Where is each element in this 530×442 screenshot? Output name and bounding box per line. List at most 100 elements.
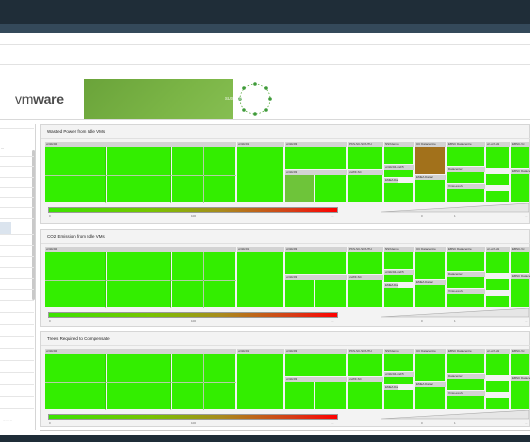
treemap-cell[interactable] <box>172 281 203 307</box>
treemap-cell[interactable] <box>315 175 346 202</box>
treemap-cell[interactable] <box>415 252 445 279</box>
treemap-cell[interactable] <box>447 147 484 166</box>
treemap-cell[interactable] <box>384 170 413 177</box>
treemap-cell[interactable] <box>45 252 106 280</box>
treemap-cell[interactable] <box>415 180 445 202</box>
treemap-cell[interactable] <box>237 147 283 202</box>
treemap-group-label[interactable]: EBSC Datacentre <box>447 349 485 354</box>
sidebar-row[interactable] <box>0 256 34 257</box>
treemap-cell[interactable] <box>204 252 235 280</box>
treemap-subgroup-label[interactable]: vsWF-SC <box>348 170 383 175</box>
treemap-subgroup-label[interactable]: vc3dc03 <box>285 275 347 280</box>
sidebar-row[interactable] <box>0 156 34 157</box>
treemap-cell[interactable] <box>285 280 314 307</box>
treemap-group-label[interactable]: PKS-SC-SOUTH <box>348 247 383 252</box>
treemap-subgroup-label[interactable]: Vmw-ew-rk <box>447 391 485 396</box>
treemap-cell[interactable] <box>384 252 413 269</box>
treemap-cell[interactable] <box>447 396 484 409</box>
treemap-subgroup-label[interactable]: EBSC Datacenter <box>511 169 530 174</box>
treemap-cell[interactable] <box>384 275 413 282</box>
treemap-cell[interactable] <box>511 381 529 409</box>
treemap-cell[interactable] <box>172 147 203 175</box>
treemap-cell[interactable] <box>315 382 346 409</box>
treemap-subgroup-label[interactable]: EMEA Datac <box>415 280 446 285</box>
treemap-group-label[interactable]: vc3dc01 <box>237 349 284 354</box>
treemap-group-label[interactable]: vc3dc01 <box>237 247 284 252</box>
treemap-cell[interactable] <box>486 381 509 392</box>
treemap-cell[interactable] <box>384 377 413 384</box>
treemap-cell[interactable] <box>384 183 413 202</box>
treemap-cell[interactable] <box>285 175 314 202</box>
sidebar-row[interactable] <box>0 408 34 409</box>
treemap-cell[interactable] <box>486 252 509 273</box>
treemap-cell[interactable] <box>45 147 106 175</box>
treemap-subgroup-label[interactable]: EBSC Datacenter <box>511 274 530 279</box>
sidebar-row[interactable] <box>0 372 34 373</box>
sidebar-row[interactable] <box>0 166 34 167</box>
treemap-cell[interactable] <box>107 147 171 175</box>
sidebar-row[interactable] <box>0 187 34 188</box>
treemap-group-label[interactable]: vc3dc02 <box>45 247 236 252</box>
treemap-cell[interactable] <box>348 382 382 409</box>
treemap-subgroup-label[interactable]: Vmw-ew-rk <box>447 184 485 189</box>
treemap-cell[interactable] <box>415 285 445 307</box>
treemap-cell[interactable] <box>348 147 382 169</box>
treemap-subgroup-label[interactable]: EMEA Datac <box>415 175 446 180</box>
treemap-subgroup-label[interactable]: EMEA Datac <box>384 385 398 390</box>
treemap-cell[interactable] <box>486 147 509 168</box>
treemap-cell[interactable] <box>285 382 314 409</box>
treemap-group-label[interactable]: vc3dc03 <box>285 142 347 147</box>
sidebar-selected-item[interactable] <box>0 222 11 234</box>
sidebar-row[interactable] <box>0 128 34 129</box>
treemap-subgroup-label[interactable]: vsWF-SC <box>348 377 383 382</box>
sidebar-row[interactable] <box>0 278 34 279</box>
treemap-cell[interactable] <box>172 252 203 280</box>
treemap-cell[interactable] <box>486 354 509 375</box>
treemap-cell[interactable] <box>285 147 346 169</box>
treemap-cell[interactable] <box>348 175 382 202</box>
sidebar-row[interactable] <box>0 234 34 235</box>
sidebar-row[interactable] <box>0 177 34 178</box>
treemap-group-label[interactable]: vc3dc02 <box>45 142 236 147</box>
treemap-cell[interactable] <box>107 252 171 280</box>
sidebar-row[interactable] <box>0 300 34 301</box>
treemap-subgroup-label[interactable]: Datacenter <box>447 374 485 379</box>
treemap-cell[interactable] <box>237 252 283 307</box>
treemap-group-label[interactable]: PKS-SC-SOUTH <box>348 349 383 354</box>
sidebar-row[interactable] <box>0 396 34 397</box>
treemap-group-label[interactable]: vc-vcf-d1 <box>486 349 510 354</box>
treemap-cell[interactable] <box>447 294 484 307</box>
treemap-cell[interactable] <box>107 176 171 202</box>
treemap-group-label[interactable]: NSXdemo <box>384 349 414 354</box>
treemap-cell[interactable] <box>237 354 283 409</box>
treemap-group-label[interactable]: vc3dc01 <box>237 142 284 147</box>
sidebar-row[interactable] <box>0 207 34 208</box>
sidebar-row[interactable] <box>0 289 34 290</box>
treemap-group-label[interactable]: UC Datacentre <box>415 349 446 354</box>
treemap-subgroup-label[interactable]: EMEA Datac <box>415 382 446 387</box>
sidebar-row[interactable] <box>0 245 34 246</box>
treemap-cell[interactable] <box>285 252 346 274</box>
sidebar-row[interactable] <box>0 267 34 268</box>
treemap-cell[interactable] <box>486 191 509 202</box>
treemap-subgroup-label[interactable]: Vmw-ew-rk <box>447 289 485 294</box>
treemap-cell[interactable] <box>45 176 106 202</box>
treemap-cell[interactable] <box>447 277 484 288</box>
treemap-subgroup-label[interactable]: EMEA Datac <box>384 283 398 288</box>
treemap-group-label[interactable]: EBSC-Vc <box>511 247 530 252</box>
treemap-cell[interactable] <box>447 379 484 390</box>
treemap-group-label[interactable]: EBSC Datacentre <box>447 142 485 147</box>
treemap-cell[interactable] <box>107 281 171 307</box>
treemap-cell[interactable] <box>172 354 203 382</box>
treemap-group-label[interactable]: NSXdemo <box>384 142 414 147</box>
treemap-cell[interactable] <box>486 398 509 409</box>
treemap-cell[interactable] <box>384 288 413 307</box>
treemap-subgroup-label[interactable]: Datacenter <box>447 167 485 172</box>
treemap-cell[interactable] <box>107 383 171 409</box>
sidebar-row[interactable] <box>0 360 34 361</box>
treemap-group-label[interactable]: vc-vcf-d1 <box>486 247 510 252</box>
treemap-cell[interactable] <box>45 281 106 307</box>
treemap-cell[interactable] <box>511 279 529 307</box>
treemap-cell[interactable] <box>172 176 203 202</box>
sidebar-row[interactable] <box>0 384 34 385</box>
